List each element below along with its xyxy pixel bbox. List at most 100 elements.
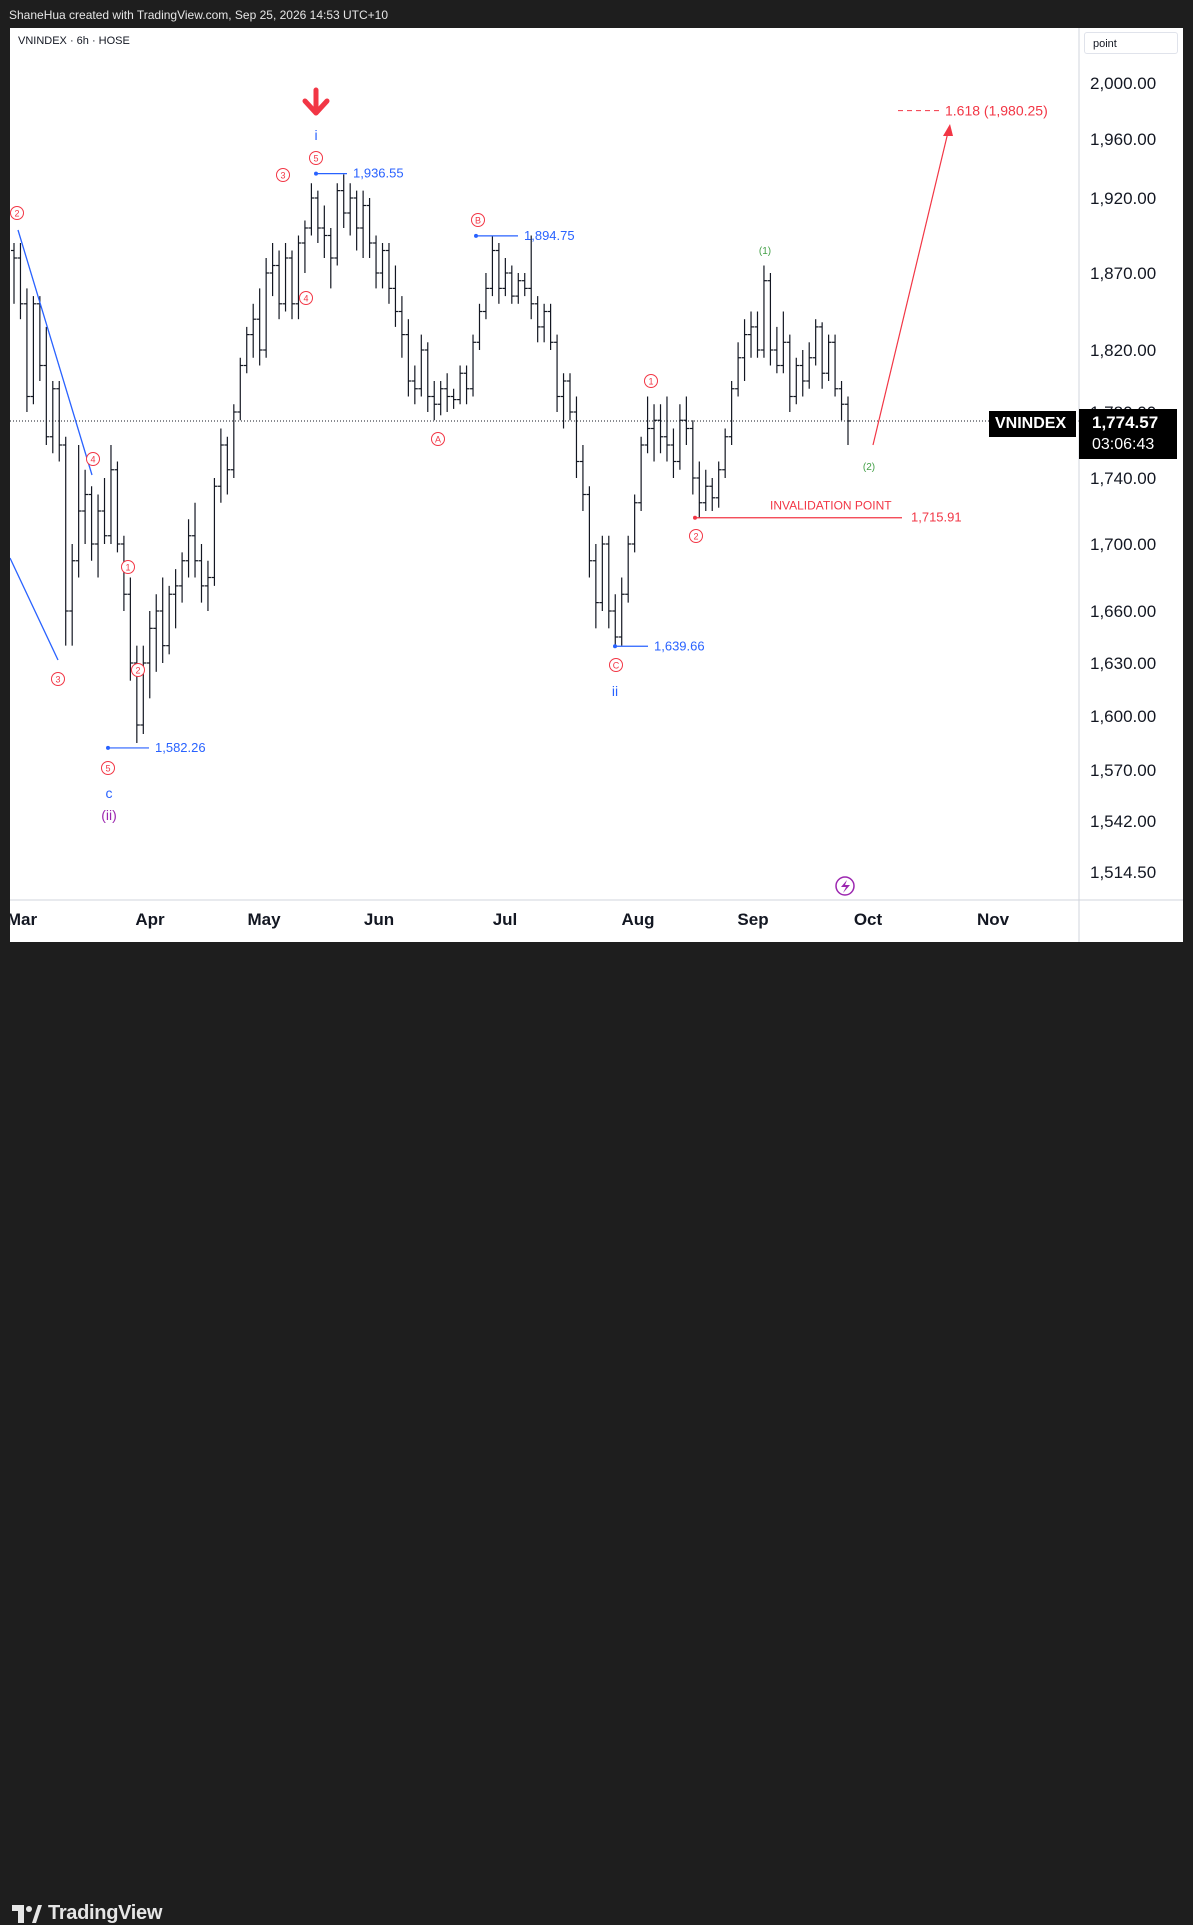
ohlc-bar — [185, 519, 192, 578]
price-tick-label: 1,740.00 — [1090, 469, 1156, 488]
ohlc-bar — [773, 326, 780, 374]
ohlc-bar — [321, 205, 328, 258]
ohlc-bar — [470, 334, 477, 397]
ohlc-bar — [437, 381, 444, 416]
wave-label-text: B — [475, 216, 481, 226]
ohlc-bar — [263, 258, 270, 358]
price-tick-label: 1,870.00 — [1090, 264, 1156, 283]
projection-arrow-line — [872, 127, 950, 446]
ohlc-bar — [101, 478, 108, 544]
wave-label-ring — [86, 452, 100, 466]
wave-label-text: 2 — [14, 209, 19, 219]
ohlc-bar — [405, 319, 412, 397]
wave-label-circled: 4 — [299, 291, 313, 305]
ohlc-bar — [127, 577, 134, 681]
ohlc-bar — [495, 243, 502, 304]
wave-label-circled: 3 — [51, 672, 65, 686]
time-tick-label: Jul — [493, 910, 518, 929]
symbol-badge: VNINDEX — [989, 411, 1076, 437]
ohlc-bar — [444, 373, 451, 412]
wave-line — [10, 557, 59, 661]
price-tick-label: 1,920.00 — [1090, 189, 1156, 208]
ohlc-bar — [450, 388, 457, 409]
wave-label-circled: 1 — [121, 560, 135, 574]
ohlc-bar — [140, 645, 147, 734]
symbol-legend[interactable]: VNINDEX · 6h · HOSE — [18, 35, 130, 47]
ohlc-bar — [579, 445, 586, 511]
ohlc-bar — [179, 552, 186, 603]
wave-label-text: 3 — [55, 675, 60, 685]
price-tick-label: 1,660.00 — [1090, 602, 1156, 621]
ohlc-bar — [638, 436, 645, 511]
ohlc-bar — [489, 235, 496, 297]
ohlc-bar — [276, 250, 283, 320]
ohlc-bar — [366, 198, 373, 258]
wave-label-circled: 1 — [644, 374, 658, 388]
ohlc-bar — [120, 535, 127, 611]
ohlc-bar — [728, 381, 735, 445]
last-price-value: 1,774.57 — [1092, 413, 1159, 432]
wave-label-text: 2 — [693, 532, 698, 542]
ohlc-bar — [224, 436, 231, 495]
time-tick-label: Oct — [854, 910, 883, 929]
ohlc-bar — [373, 235, 380, 289]
wave-label-circled: 5 — [101, 761, 115, 775]
wave-label-circled: 2 — [10, 206, 24, 220]
ohlc-bar — [237, 357, 244, 421]
ohlc-bar — [198, 544, 205, 603]
ohlc-bar — [605, 535, 612, 629]
ohlc-bar — [82, 469, 89, 544]
wave-label-text: A — [435, 435, 441, 445]
ohlc-bar — [560, 373, 567, 429]
time-tick-label: Jun — [364, 910, 394, 929]
ohlc-bar — [819, 322, 826, 389]
wave-label-ring — [121, 560, 135, 574]
price-tick-label: 1,600.00 — [1090, 707, 1156, 726]
ohlc-bar — [424, 342, 431, 412]
chart-frame[interactable]: 1,936.55 1,894.75 1,582.26 1,639.66 INVALIDA… — [10, 28, 1183, 942]
ohlc-bar — [612, 594, 619, 646]
ohlc-bar — [515, 273, 522, 304]
ohlc-bar — [670, 428, 677, 478]
tradingview-wordmark: TradingView — [48, 1902, 163, 1924]
unit-selector[interactable]: point — [1084, 32, 1178, 54]
target-label: 1.618 (1,980.25) — [945, 103, 1048, 119]
ohlc-bar — [838, 381, 845, 421]
ohlc-bar — [618, 577, 625, 646]
ohlc-bar — [573, 396, 580, 478]
wave-label-blue: c — [106, 785, 113, 801]
ohlc-bar — [308, 183, 315, 236]
ohlc-bar — [385, 243, 392, 304]
ohlc-bar — [657, 404, 664, 454]
time-tick-label: Sep — [737, 910, 768, 929]
ohlc-bar — [696, 461, 703, 518]
header-bar: ShaneHua created with TradingView.com, S… — [0, 0, 1193, 28]
ohlc-bar — [379, 243, 386, 289]
ohlc-bar — [230, 404, 237, 478]
ohlc-bar — [30, 296, 37, 405]
wave-label-ring — [609, 658, 623, 672]
ohlc-bar — [146, 611, 153, 699]
ohlc-bar — [463, 365, 470, 405]
tradingview-logo[interactable]: TradingView — [12, 1902, 162, 1925]
ohlc-bar — [23, 288, 30, 412]
price-tick-label: 1,542.00 — [1090, 812, 1156, 831]
wave-label-purple: (ii) — [101, 807, 117, 823]
ohlc-bar — [663, 396, 670, 462]
ohlc-bar — [592, 544, 599, 629]
time-tick-label: Apr — [135, 910, 165, 929]
price-chart[interactable]: 1,936.55 1,894.75 1,582.26 1,639.66 INVALIDA… — [10, 28, 1183, 942]
footer-bar: TradingView — [0, 942, 1193, 1924]
ohlc-bar — [192, 502, 199, 578]
axes-layer: 2,000.00 1,960.00 1,920.00 1,870.00 1,820.00… — [10, 28, 1183, 942]
wave-label-green: (1) — [759, 246, 771, 257]
ohlc-bar — [36, 296, 43, 381]
ohlc-bar — [567, 373, 573, 421]
price-tick-label: 1,700.00 — [1090, 535, 1156, 554]
price-tick-label: 1,630.00 — [1090, 654, 1156, 673]
wave-label-text: 3 — [280, 171, 285, 181]
wave-label-circled: B — [471, 213, 485, 227]
wave-label-text: C — [613, 661, 620, 671]
ohlc-bar — [528, 235, 535, 320]
wave-label-blue: i — [314, 127, 317, 143]
